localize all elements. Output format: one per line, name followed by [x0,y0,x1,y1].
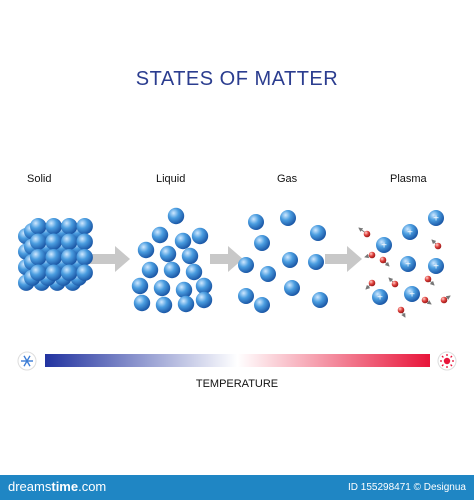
liquid-particle [153,279,171,297]
gas-particle [254,235,270,251]
liquid-particle [131,277,149,295]
gas-particle [312,292,328,308]
transition-arrows [85,246,362,272]
plasma-electron [424,275,432,283]
liquid-particle [163,261,181,279]
plasma-electron [434,242,442,250]
plasma-electron [391,280,399,288]
plasma-electron [363,230,371,238]
solid-particle [30,218,47,235]
gas-particle [308,254,324,270]
gas-particle [280,210,296,226]
temperature-label: TEMPERATURE [195,378,279,390]
image-id-text: ID 155298471 © Designua [347,482,466,493]
solid-particle [45,233,62,250]
solid-particle [30,264,47,281]
solid-particle [76,218,93,235]
plus-sign-icon: + [407,228,413,239]
label-liquid: Liquid [156,173,186,185]
plasma-electron [421,296,429,304]
label-gas: Gas [277,173,298,185]
solid-particles [18,218,93,291]
plus-sign-icon: + [381,241,387,252]
footer-bar: dreamstime.com ID 155298471 © Designua [0,475,474,500]
plasma-electron [368,251,376,259]
liquid-particle [181,247,199,265]
arrow-solid-to-liquid [85,246,130,272]
plus-sign-icon: + [405,260,411,271]
label-plasma: Plasma [390,173,427,185]
plasma-ion [428,210,444,226]
plasma-ion [404,286,420,302]
gas-particles [238,210,328,313]
plasma-ion [402,224,418,240]
liquid-particle [155,296,173,314]
temperature-gradient-bar [45,354,430,367]
plus-sign-icon: + [409,290,415,301]
liquid-particle [191,227,209,245]
solid-particle [76,264,93,281]
gas-particle [310,225,326,241]
gas-particle [238,288,254,304]
gas-particle [254,297,270,313]
plasma-electron [397,306,405,314]
plasma-electron [440,296,448,304]
liquid-particle [137,241,155,259]
liquid-particles [131,207,213,314]
plus-sign-icon: + [433,214,439,225]
plasma-ion [428,258,444,274]
liquid-particle [175,281,193,299]
plasma-ion [376,237,392,253]
solid-particle [60,249,78,266]
plasma-electron [368,279,376,287]
gas-particle [282,252,298,268]
solid-particle [60,233,78,250]
liquid-particle [195,291,213,309]
solid-particle [30,233,47,250]
plus-sign-icon: + [433,262,439,273]
liquid-particle [141,261,159,279]
solid-particle [60,218,78,235]
liquid-particle [195,277,213,295]
plasma-particles: + + + + + + + [358,210,451,318]
solid-particle [30,249,47,266]
liquid-particle [159,245,177,263]
site-logo: dreamstime.com [8,479,107,494]
gas-particle [260,266,276,282]
temperature-scale [17,351,457,371]
plasma-electron [379,256,387,264]
arrow-gas-to-plasma [325,246,362,272]
gas-particle [248,214,264,230]
liquid-particle [174,232,192,250]
solid-particle [45,249,62,266]
plus-sign-icon: + [377,293,383,304]
solid-particle [76,249,93,266]
liquid-particle [167,207,185,225]
solid-particle [76,233,93,250]
plasma-ion [372,289,388,305]
sun-icon [437,351,457,371]
solid-particle [60,264,78,281]
liquid-particle [133,294,151,312]
liquid-particle [185,263,203,281]
label-solid: Solid [27,173,52,185]
liquid-particle [177,295,195,313]
liquid-particle [151,226,169,244]
solid-particle [45,218,62,235]
diagram-title: STATES OF MATTER [135,68,339,90]
gas-particle [238,257,254,273]
plasma-ion [400,256,416,272]
solid-particle [45,264,62,281]
arrow-liquid-to-gas [210,246,243,272]
snowflake-icon [17,351,37,371]
gas-particle [284,280,300,296]
